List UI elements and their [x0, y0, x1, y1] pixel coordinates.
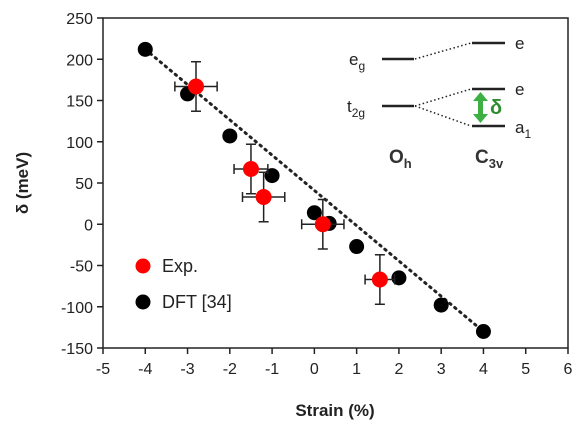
exp-point	[188, 78, 204, 95]
x-axis-title: Strain (%)	[295, 401, 374, 420]
label-eg: eg	[349, 50, 365, 73]
label-c3v-e-upper: e	[515, 34, 524, 53]
dft-point	[349, 239, 365, 255]
x-tick-label: 6	[564, 361, 573, 378]
y-tick-label: 150	[66, 94, 93, 111]
dft-point	[475, 324, 491, 339]
x-tick-label: 2	[394, 361, 403, 378]
label-c3v-a1: a1	[515, 118, 531, 141]
x-tick-label: 0	[310, 361, 319, 378]
dft-point	[222, 128, 238, 144]
exp-point	[314, 216, 331, 233]
legend-marker-exp	[135, 258, 151, 274]
legend-label-exp: Exp.	[162, 256, 198, 276]
x-tick-label: -1	[265, 361, 279, 378]
legend-marker-dft	[135, 294, 151, 310]
y-tick-label: -50	[70, 259, 93, 276]
exp-point	[242, 160, 259, 177]
y-tick-label: -150	[61, 341, 93, 358]
y-tick-label: 50	[75, 176, 93, 193]
y-ticks: -150 -100 -50 0 50 100 150 200 250	[61, 11, 103, 358]
group-label-oh: Oh	[389, 147, 412, 171]
y-tick-label: -100	[61, 300, 93, 317]
fit-line	[143, 47, 485, 333]
dft-point	[137, 41, 153, 57]
x-tick-label: -4	[138, 361, 152, 378]
x-tick-label: 5	[521, 361, 530, 378]
label-t2g: t2g	[347, 97, 365, 120]
dft-point	[391, 270, 407, 286]
y-tick-label: 200	[66, 52, 93, 69]
splitting-label: δ	[490, 97, 502, 119]
x-tick-label: -3	[180, 361, 194, 378]
x-tick-label: -2	[223, 361, 237, 378]
exp-points	[174, 60, 396, 306]
dft-points	[137, 41, 491, 339]
x-tick-label: 3	[437, 361, 446, 378]
legend-label-dft: DFT [34]	[162, 292, 232, 312]
x-ticks: -5 -4 -3 -2 -1 0 1 2 3 4 5 6	[96, 348, 573, 378]
y-tick-label: 100	[66, 135, 93, 152]
y-tick-label: 250	[66, 11, 93, 28]
dft-point	[433, 297, 449, 313]
connector-t2g-e	[414, 88, 472, 107]
exp-point	[255, 189, 272, 206]
x-tick-label: 4	[479, 361, 488, 378]
connector-eg-e	[414, 42, 472, 60]
group-label-c3v: C3v	[475, 147, 504, 171]
x-tick-label: 1	[352, 361, 361, 378]
level-diagram-inset: eg t2g e e a1 δ Oh C3v	[347, 34, 531, 171]
connector-t2g-a1	[414, 105, 472, 127]
splitting-arrow	[473, 92, 488, 123]
dft-point	[264, 168, 280, 184]
y-tick-label: 0	[84, 217, 93, 234]
label-c3v-e-lower: e	[515, 80, 524, 99]
exp-point	[371, 271, 388, 288]
dft-point	[306, 205, 322, 221]
y-axis-title: δ (meV)	[13, 152, 32, 214]
x-tick-label: -5	[96, 361, 110, 378]
legend: Exp. DFT [34]	[135, 256, 232, 312]
